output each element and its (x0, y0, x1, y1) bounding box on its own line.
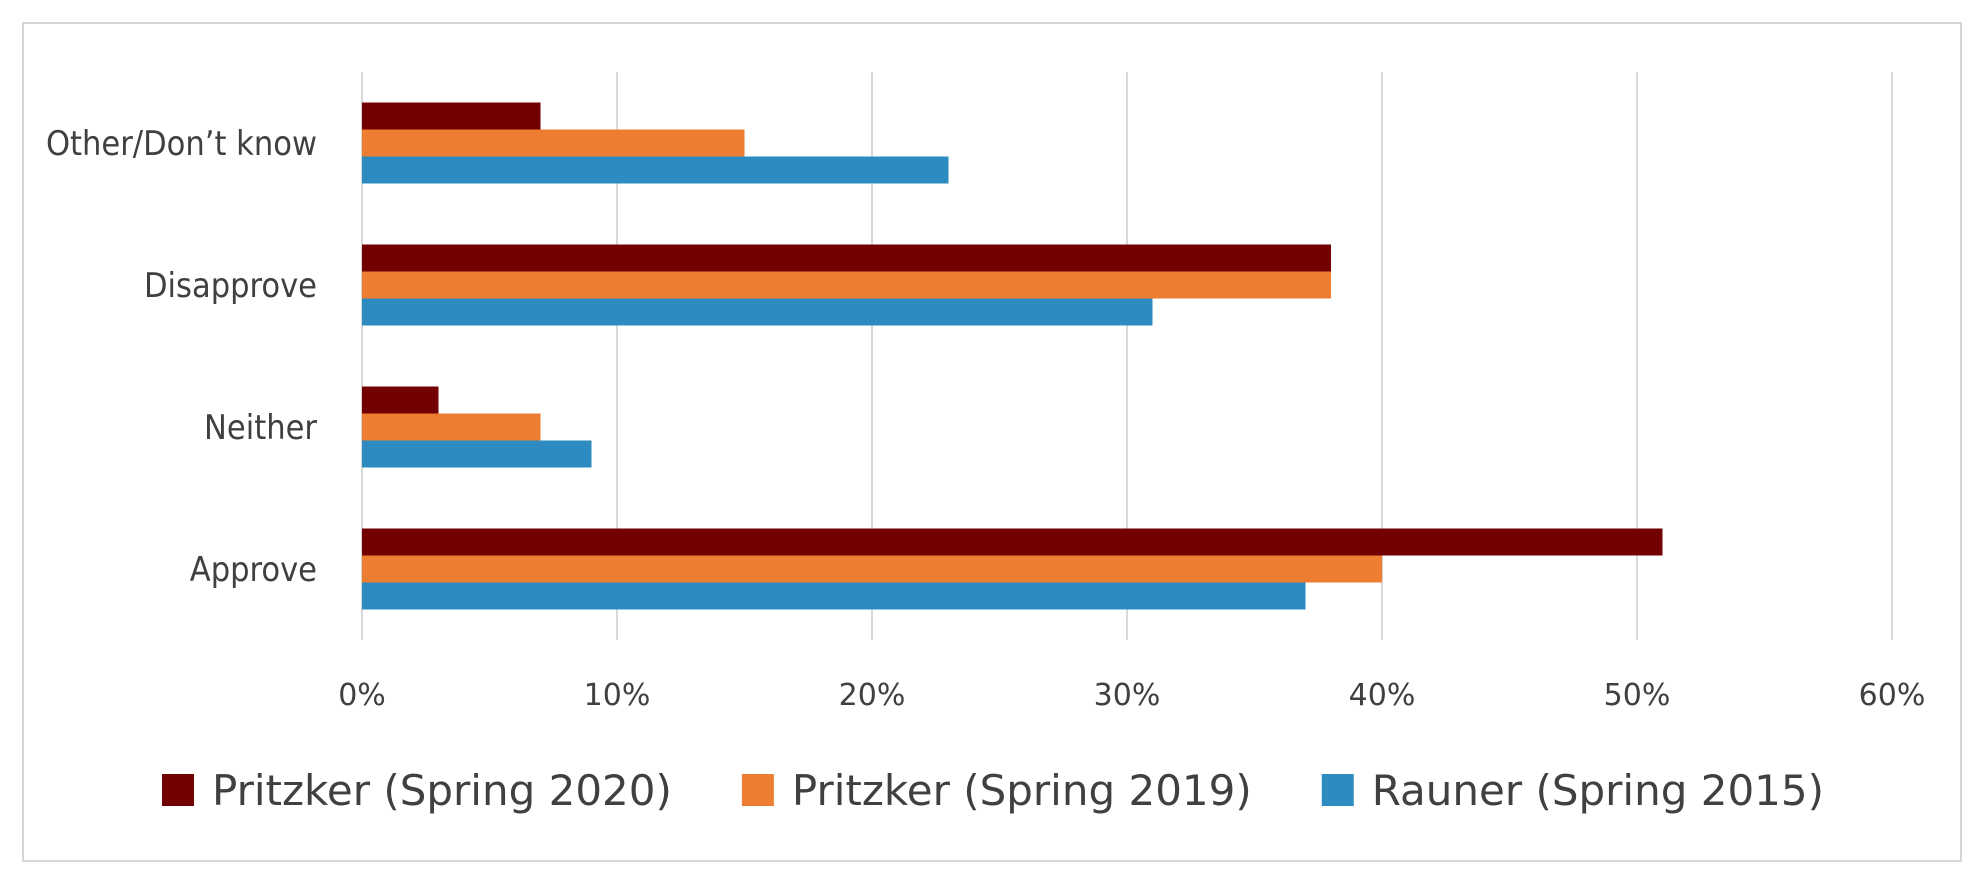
category-label: Approve (190, 550, 317, 590)
bar (362, 298, 1153, 326)
x-tick-label: 0% (338, 678, 386, 713)
bar (362, 555, 1382, 583)
bar (362, 271, 1331, 299)
bar (362, 156, 949, 184)
bar (362, 386, 439, 414)
legend-label: Rauner (Spring 2015) (1372, 766, 1824, 815)
chart-frame (22, 22, 1962, 862)
bar (362, 244, 1331, 272)
legend-label: Pritzker (Spring 2019) (792, 766, 1252, 815)
bar (362, 102, 541, 130)
legend-swatch (162, 774, 194, 806)
x-tick-label: 10% (584, 678, 651, 713)
axes: 0% 10% 20% 30% 40% 50% 60% Approve Neither Disapp… (46, 124, 1925, 713)
category-label: Disapprove (144, 266, 317, 306)
legend: Pritzker (Spring 2020) Pritzker (Spring 2… (162, 766, 1824, 815)
bar (362, 440, 592, 468)
x-tick-label: 50% (1604, 678, 1671, 713)
bars (362, 102, 1663, 610)
bar (362, 129, 745, 157)
bar (362, 413, 541, 441)
bar (362, 528, 1663, 556)
legend-swatch (1321, 774, 1354, 806)
legend-label: Pritzker (Spring 2020) (212, 766, 672, 815)
x-tick-label: 20% (839, 678, 906, 713)
bar (362, 582, 1306, 610)
category-label: Neither (204, 408, 317, 448)
x-tick-label: 30% (1094, 678, 1161, 713)
legend-swatch (741, 774, 774, 806)
x-tick-label: 40% (1349, 678, 1416, 713)
x-tick-label: 60% (1859, 678, 1926, 713)
category-label: Other/Don’t know (46, 124, 317, 164)
